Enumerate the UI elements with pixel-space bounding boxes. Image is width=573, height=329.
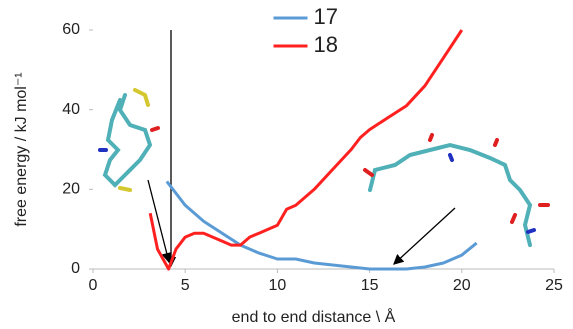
y-tick-label: 0 <box>71 260 80 277</box>
legend-label: 18 <box>314 32 338 57</box>
x-tick-label: 0 <box>89 277 98 294</box>
y-tick-label: 60 <box>62 21 80 38</box>
series-line <box>150 30 462 269</box>
x-tick-label: 20 <box>453 277 471 294</box>
x-axis-label: end to end distance \ Å <box>232 307 396 326</box>
x-tick-label: 15 <box>361 277 379 294</box>
molecule-17 <box>100 90 158 190</box>
chart: 0 5 10 15 20 25 0 20 40 60 end to end distance \ Å… <box>0 0 573 329</box>
series-line <box>167 181 477 269</box>
x-tick-label: 25 <box>545 277 563 294</box>
y-tick-label: 20 <box>62 181 80 198</box>
axes: 0 5 10 15 20 25 0 20 40 60 end to end distance \ Å… <box>13 21 563 326</box>
annotation-arrow <box>394 208 455 264</box>
legend-label: 17 <box>314 4 338 29</box>
y-axis-label: free energy / kJ mol⁻¹ <box>13 72 30 226</box>
page: 0 5 10 15 20 25 0 20 40 60 end to end distance \ Å… <box>0 0 573 329</box>
molecule-18 <box>365 135 548 245</box>
x-tick-label: 5 <box>181 277 190 294</box>
y-tick-label: 40 <box>62 101 80 118</box>
x-tick-label: 10 <box>269 277 287 294</box>
